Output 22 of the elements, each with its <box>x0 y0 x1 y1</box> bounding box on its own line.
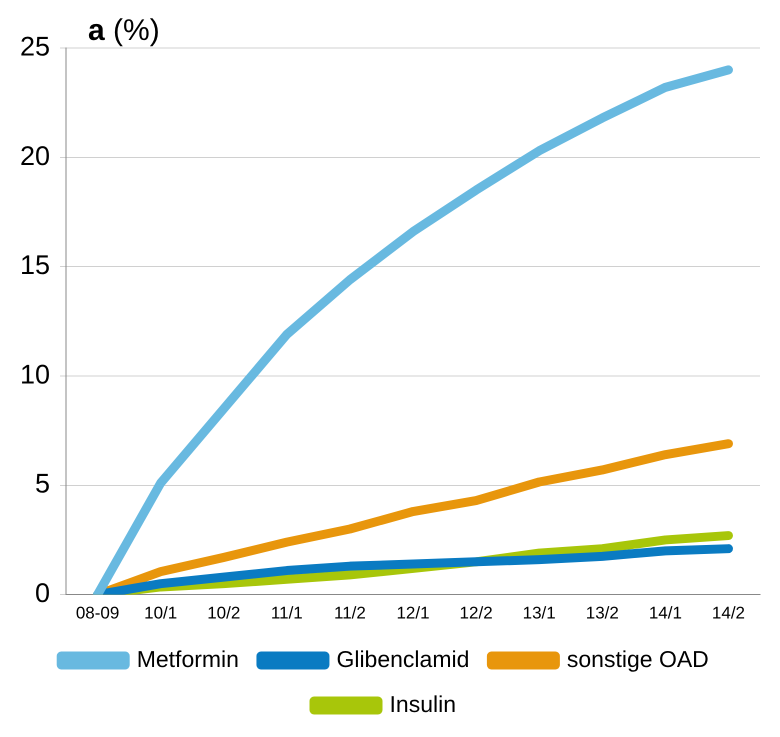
x-tick-label: 13/2 <box>586 603 619 622</box>
x-tick-label: 10/1 <box>144 603 178 622</box>
chart-title: a (%) <box>88 14 160 47</box>
y-tick-label: 10 <box>20 359 50 390</box>
y-tick-label: 0 <box>35 578 50 608</box>
x-tick-label: 10/2 <box>207 603 240 622</box>
y-tick-label: 20 <box>20 140 50 171</box>
y-tick-label: 5 <box>35 468 50 499</box>
legend-label: Metformin <box>136 646 239 672</box>
x-tick-label: 12/1 <box>396 603 430 622</box>
y-tick-label: 25 <box>20 31 50 62</box>
x-tick-label: 11/1 <box>270 603 303 622</box>
x-tick-label: 14/2 <box>712 603 746 622</box>
x-tick-label: 11/2 <box>334 603 366 622</box>
x-tick-label: 13/1 <box>522 603 556 622</box>
x-tick-label: 08-09 <box>76 603 120 622</box>
y-tick-label: 15 <box>20 250 50 280</box>
x-tick-label: 12/2 <box>460 603 493 622</box>
legend-label: Glibenclamid <box>336 646 470 672</box>
x-tick-label: 14/1 <box>648 603 682 622</box>
legend-label: Insulin <box>390 690 456 717</box>
legend-label: sonstige OAD <box>566 646 709 672</box>
